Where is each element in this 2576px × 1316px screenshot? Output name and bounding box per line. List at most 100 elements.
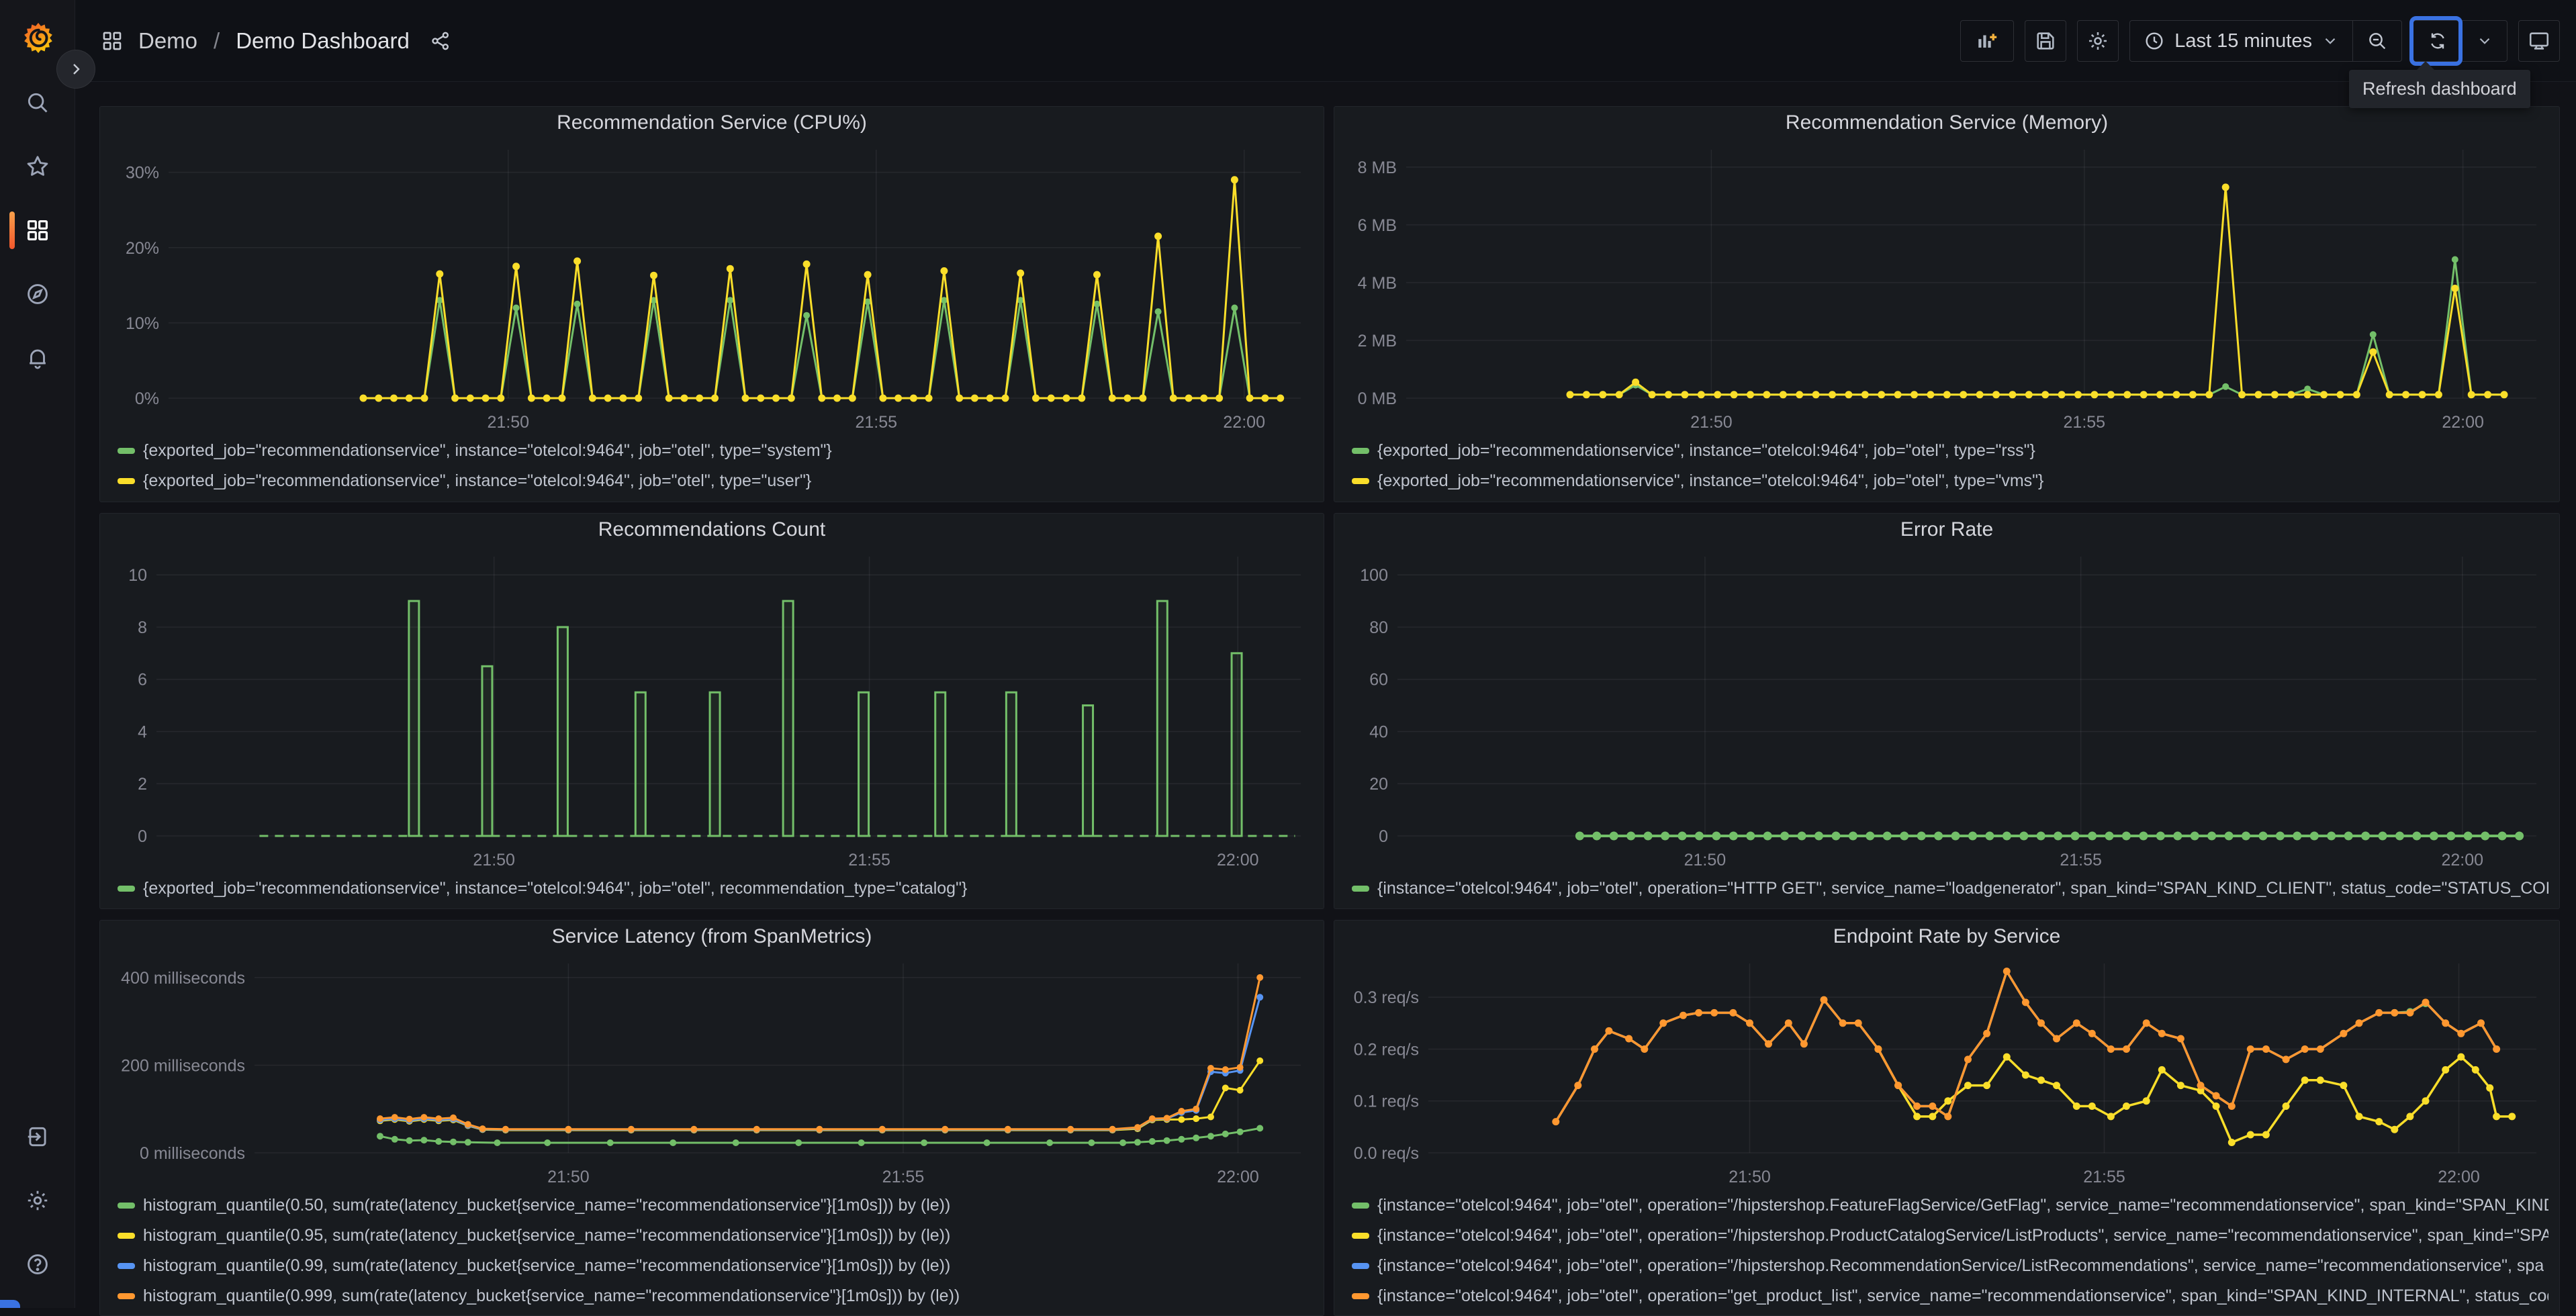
legend-item[interactable]: {exported_job="recommendationservice", i… <box>118 874 1313 904</box>
sidebar-item-explore[interactable] <box>0 269 75 320</box>
sidebar-item-search[interactable] <box>0 77 75 128</box>
share-icon[interactable] <box>430 30 451 52</box>
panel-header[interactable]: Endpoint Rate by Service <box>1342 921 2551 953</box>
svg-text:21:55: 21:55 <box>882 1168 925 1186</box>
legend-label: {instance="otelcol:9464", job="otel", op… <box>1377 1286 2548 1305</box>
sign-in-icon <box>28 1127 46 1147</box>
save-dashboard-button[interactable] <box>2025 20 2067 62</box>
svg-text:2: 2 <box>138 775 147 794</box>
help-circle-icon <box>28 1254 48 1274</box>
dashboards-grid-icon <box>27 220 48 241</box>
panel-title: Recommendation Service (CPU%) <box>557 111 867 134</box>
panel-header[interactable]: Recommendation Service (CPU%) <box>108 107 1316 139</box>
refresh-dashboard-button[interactable] <box>2413 21 2462 61</box>
time-range-picker[interactable]: Last 15 minutes <box>2130 21 2352 61</box>
panel-title: Endpoint Rate by Service <box>1833 925 2061 947</box>
plus-glyph <box>1990 34 1997 41</box>
panel-title: Service Latency (from SpanMetrics) <box>551 925 872 947</box>
svg-text:21:50: 21:50 <box>488 413 530 432</box>
svg-text:21:50: 21:50 <box>473 851 515 869</box>
legend-item[interactable]: {instance="otelcol:9464", job="otel", op… <box>1352 1221 2548 1251</box>
panel-legend: {instance="otelcol:9464", job="otel", op… <box>1342 1189 2551 1311</box>
legend-label: histogram_quantile(0.99, sum(rate(latenc… <box>143 1256 951 1275</box>
svg-text:2 MB: 2 MB <box>1358 332 1397 350</box>
dashboard-settings-button[interactable] <box>2077 20 2119 62</box>
legend-item[interactable]: {exported_job="recommendationservice", i… <box>1352 436 2548 466</box>
refresh-interval-dropdown[interactable] <box>2462 21 2507 61</box>
svg-text:22:00: 22:00 <box>1223 413 1265 432</box>
legend-label: {exported_job="recommendationservice", i… <box>143 879 968 898</box>
svg-text:0 milliseconds: 0 milliseconds <box>140 1144 245 1163</box>
breadcrumb-dashboard-title[interactable]: Demo Dashboard <box>236 28 410 53</box>
sidebar-item-starred[interactable] <box>0 141 75 192</box>
chart-plot-area[interactable]: 21:50 21:55 22:00 0 milliseconds 200 millise… <box>108 953 1316 1189</box>
legend-item[interactable]: histogram_quantile(0.50, sum(rate(latenc… <box>118 1190 1313 1221</box>
panel-error-rate: Error Rate 21:50 21:55 22:00 0 20 40 60 80 100 {… <box>1334 513 2560 909</box>
zoom-out-time-button[interactable] <box>2352 21 2401 61</box>
svg-text:100: 100 <box>1360 566 1388 585</box>
legend-item[interactable]: {instance="otelcol:9464", job="otel", op… <box>1352 1281 2548 1311</box>
sidebar-item-alerting[interactable] <box>0 332 75 383</box>
panel-header[interactable]: Service Latency (from SpanMetrics) <box>108 921 1316 953</box>
svg-text:0.0 req/s: 0.0 req/s <box>1354 1144 1419 1163</box>
legend-label: {exported_job="recommendationservice", i… <box>143 471 812 490</box>
kiosk-mode-button[interactable] <box>2518 20 2560 62</box>
compass-icon <box>28 284 48 304</box>
legend-label: {exported_job="recommendationservice", i… <box>1377 471 2044 490</box>
time-range-label: Last 15 minutes <box>2174 30 2312 52</box>
legend-item[interactable]: {exported_job="recommendationservice", i… <box>118 466 1313 496</box>
legend-item[interactable]: {instance="otelcol:9464", job="otel", op… <box>1352 1251 2548 1281</box>
panel-header[interactable]: Recommendations Count <box>108 514 1316 546</box>
panel-legend: histogram_quantile(0.50, sum(rate(latenc… <box>108 1189 1316 1311</box>
legend-label: {instance="otelcol:9464", job="otel", op… <box>1377 1226 2548 1245</box>
panel-header[interactable]: Error Rate <box>1342 514 2551 546</box>
svg-text:0: 0 <box>1379 827 1388 846</box>
chart-plot-area[interactable]: 21:50 21:55 22:00 0 20 40 60 80 100 <box>1342 546 2551 872</box>
svg-text:8: 8 <box>138 618 147 637</box>
sidebar-item-dashboards[interactable] <box>0 205 75 256</box>
legend-item[interactable]: {instance="otelcol:9464", job="otel", op… <box>1352 874 2548 904</box>
chart-plot-area[interactable]: 21:50 21:55 22:00 0.0 req/s 0.1 req/s 0.2 req… <box>1342 953 2551 1189</box>
sidebar-item-settings[interactable] <box>0 1175 75 1226</box>
sidebar-item-sign-in[interactable] <box>0 1111 75 1162</box>
star-icon <box>27 156 48 176</box>
apps-grid-icon <box>103 32 122 50</box>
panel-header[interactable]: Recommendation Service (Memory) <box>1342 107 2551 139</box>
monitor-icon <box>2529 32 2549 50</box>
gear-icon <box>2089 32 2107 50</box>
breadcrumb-separator: / <box>214 28 220 53</box>
add-panel-button[interactable] <box>1960 20 2015 62</box>
legend-item[interactable]: histogram_quantile(0.99, sum(rate(latenc… <box>118 1251 1313 1281</box>
panel-endpoint-rate: Endpoint Rate by Service 21:50 21:55 22:00… <box>1334 920 2560 1316</box>
svg-text:22:00: 22:00 <box>2441 851 2483 869</box>
grafana-logo[interactable] <box>21 20 55 58</box>
legend-item[interactable]: {exported_job="recommendationservice", i… <box>118 436 1313 466</box>
breadcrumb-folder[interactable]: Demo <box>138 28 198 53</box>
legend-label: histogram_quantile(0.95, sum(rate(latenc… <box>143 1226 951 1245</box>
legend-item[interactable]: histogram_quantile(0.999, sum(rate(laten… <box>118 1281 1313 1311</box>
clock-icon <box>2146 32 2163 50</box>
svg-text:0.1 req/s: 0.1 req/s <box>1354 1092 1419 1111</box>
legend-item[interactable]: {instance="otelcol:9464", job="otel", op… <box>1352 1190 2548 1221</box>
panel-title: Error Rate <box>1900 518 1994 540</box>
legend-item[interactable]: histogram_quantile(0.95, sum(rate(latenc… <box>118 1221 1313 1251</box>
panel-title: Recommendation Service (Memory) <box>1785 111 2109 134</box>
legend-swatch <box>1352 886 1369 892</box>
sidebar-item-help[interactable] <box>0 1239 75 1290</box>
svg-text:20: 20 <box>1369 775 1388 794</box>
chart-plot-area[interactable]: 21:50 21:55 22:00 0 MB 2 MB 4 MB 6 MB 8 MB <box>1342 139 2551 434</box>
bottom-edge-accent <box>0 1300 20 1308</box>
breadcrumb: Demo / Demo Dashboard <box>101 0 451 82</box>
expand-sidebar-button[interactable] <box>56 50 95 89</box>
panel-service-latency: Service Latency (from SpanMetrics) 21:50… <box>99 920 1324 1316</box>
svg-text:10%: 10% <box>126 314 159 333</box>
chart-plot-area[interactable]: 21:50 21:55 22:00 0 2 4 6 8 10 <box>108 546 1316 872</box>
legend-label: histogram_quantile(0.50, sum(rate(latenc… <box>143 1196 951 1215</box>
chart-plot-area[interactable]: 21:50 21:55 22:00 0% 10% 20% 30% <box>108 139 1316 434</box>
legend-item[interactable]: {exported_job="recommendationservice", i… <box>1352 466 2548 496</box>
legend-label: histogram_quantile(0.999, sum(rate(laten… <box>143 1286 960 1305</box>
gear-icon <box>28 1190 48 1211</box>
legend-label: {exported_job="recommendationservice", i… <box>143 441 832 460</box>
svg-text:22:00: 22:00 <box>2438 1168 2480 1186</box>
legend-swatch <box>118 1263 135 1269</box>
